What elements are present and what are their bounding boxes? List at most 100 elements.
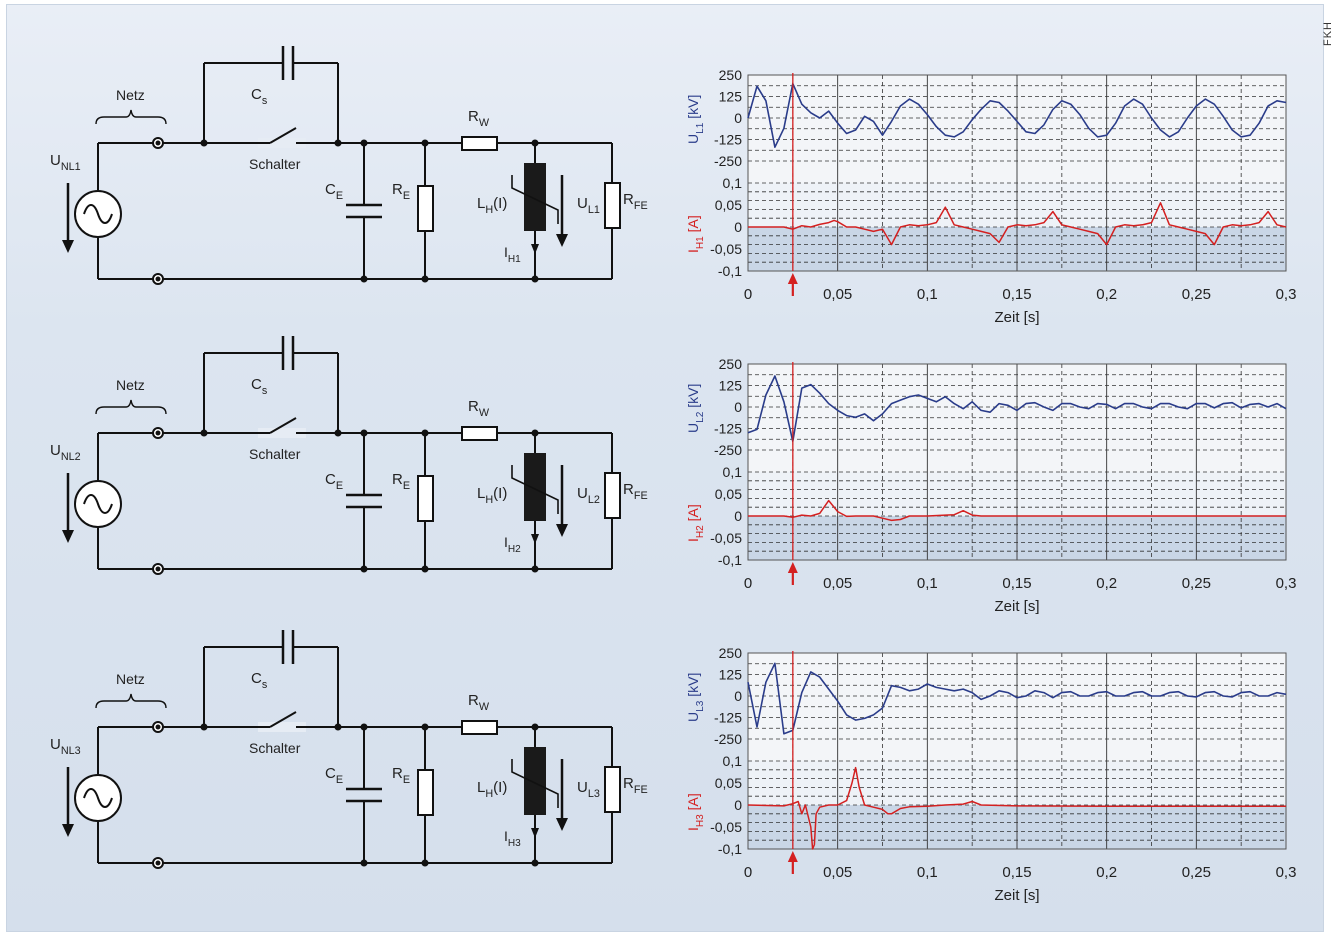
ul-label-text: UL1 [577,195,600,216]
ce-label: CE [325,471,343,492]
y-tick-label: -125 [714,710,742,726]
y-tick-label: -250 [714,442,742,458]
sine-icon [83,788,113,808]
cs-label-text: Cs [251,670,268,691]
x-axis-label: Zeit [s] [994,887,1039,904]
lh-label-text: LH(I) [477,195,507,216]
x-tick-label: 0,2 [1096,286,1117,303]
lh-label: LH(I) [477,195,507,216]
junction-dot [360,565,368,573]
ih-label-text: IH3 [504,828,521,849]
junction-dot [360,275,368,283]
rw-label: RW [468,692,490,713]
nonlinear-mark [511,465,559,514]
junction-dot [200,723,208,731]
y-tick-label: 0 [734,688,742,704]
current-axis-label-text: IH3 [A] [685,793,706,831]
y-tick-label: 250 [719,356,743,372]
x-tick-label: 0,1 [917,864,938,881]
current-series-line [748,499,1286,522]
y-tick-label: 250 [719,645,743,661]
y-tick-label: 125 [719,667,743,683]
y-tick-label: -0,1 [718,263,742,279]
voltage-axis-label-text: UL2 [kV] [685,384,706,433]
junction-dot [360,429,368,437]
arrow-head-icon [531,244,539,254]
x-tick-label: 0,15 [1002,286,1031,303]
current-axis-label: IH3 [A] [685,793,706,831]
arrow-up-icon [787,273,798,284]
cs-label: Cs [251,86,268,107]
junction-dot [531,565,539,573]
y-tick-label: -0,1 [718,841,742,857]
netz-label: Netz [116,87,145,103]
voltage-series-line [747,82,1287,148]
resistor-re [417,475,434,522]
y-tick-label: 0,05 [715,486,742,502]
sine-icon [83,494,113,514]
switch-gap [258,722,306,732]
x-tick-label: 0,05 [823,575,852,592]
terminal-core [155,860,161,866]
junction-dot [334,429,342,437]
junction-dot [531,275,539,283]
switch-gap [258,428,306,438]
terminal-core [155,724,161,730]
source-label-text: UNL2 [50,442,81,463]
netz-label: Netz [116,377,145,393]
nonlinear-mark [511,175,559,224]
junction-dot [421,139,429,147]
rfe-label-text: RFE [623,481,648,502]
cs-label: Cs [251,670,268,691]
circuit-2: UNL2 Netz Cs Schalter CE RE RW LH(I) IH2 UL2 RFE [50,336,648,575]
inductor-lh [524,747,546,815]
lh-label: LH(I) [477,779,507,800]
y-tick-label: 250 [719,67,743,83]
current-series-line [748,202,1287,246]
x-tick-label: 0 [744,286,752,303]
y-tick-label: -0,05 [710,819,742,835]
y-tick-label: 0,1 [723,464,743,480]
junction-dot [200,139,208,147]
resistor-re [417,185,434,232]
ul-label-text: UL3 [577,779,600,800]
rw-label: RW [468,108,490,129]
y-tick-label: 0 [734,797,742,813]
x-tick-label: 0,1 [917,575,938,592]
arrow-up-icon [787,851,798,862]
circuit-3: UNL3 Netz Cs Schalter CE RE RW LH(I) IH3 UL3 RFE [50,630,648,869]
arrow-head-icon [556,234,568,247]
resistor-rw [461,720,498,735]
arrow-head-icon [62,240,74,253]
arrow-head-icon [531,534,539,544]
x-tick-label: 0,15 [1002,575,1031,592]
rfe-label-text: RFE [623,191,648,212]
netz-label: Netz [116,671,145,687]
ih-label: IH1 [504,244,521,265]
voltage-axis-label: UL3 [kV] [685,673,706,722]
x-tick-label: 0,05 [823,864,852,881]
y-tick-label: -250 [714,731,742,747]
junction-dot [421,275,429,283]
switch-blade [269,417,297,434]
re-label-text: RE [392,181,410,202]
source-label: UNL2 [50,442,81,463]
arrow-head-icon [62,530,74,543]
y-tick-label: -250 [714,153,742,169]
y-tick-label: 0 [734,399,742,415]
resistor-re [417,769,434,816]
ce-label-text: CE [325,471,343,492]
voltage-axis-label-text: UL1 [kV] [685,95,706,144]
junction-dot [360,723,368,731]
ce-label-text: CE [325,181,343,202]
source-label: UNL1 [50,152,81,173]
re-label-text: RE [392,471,410,492]
re-label: RE [392,181,410,202]
ih-label: IH3 [504,828,521,849]
junction-dot [360,139,368,147]
y-tick-label: -0,05 [710,530,742,546]
rw-label-text: RW [468,692,490,713]
y-tick-label: -0,1 [718,552,742,568]
